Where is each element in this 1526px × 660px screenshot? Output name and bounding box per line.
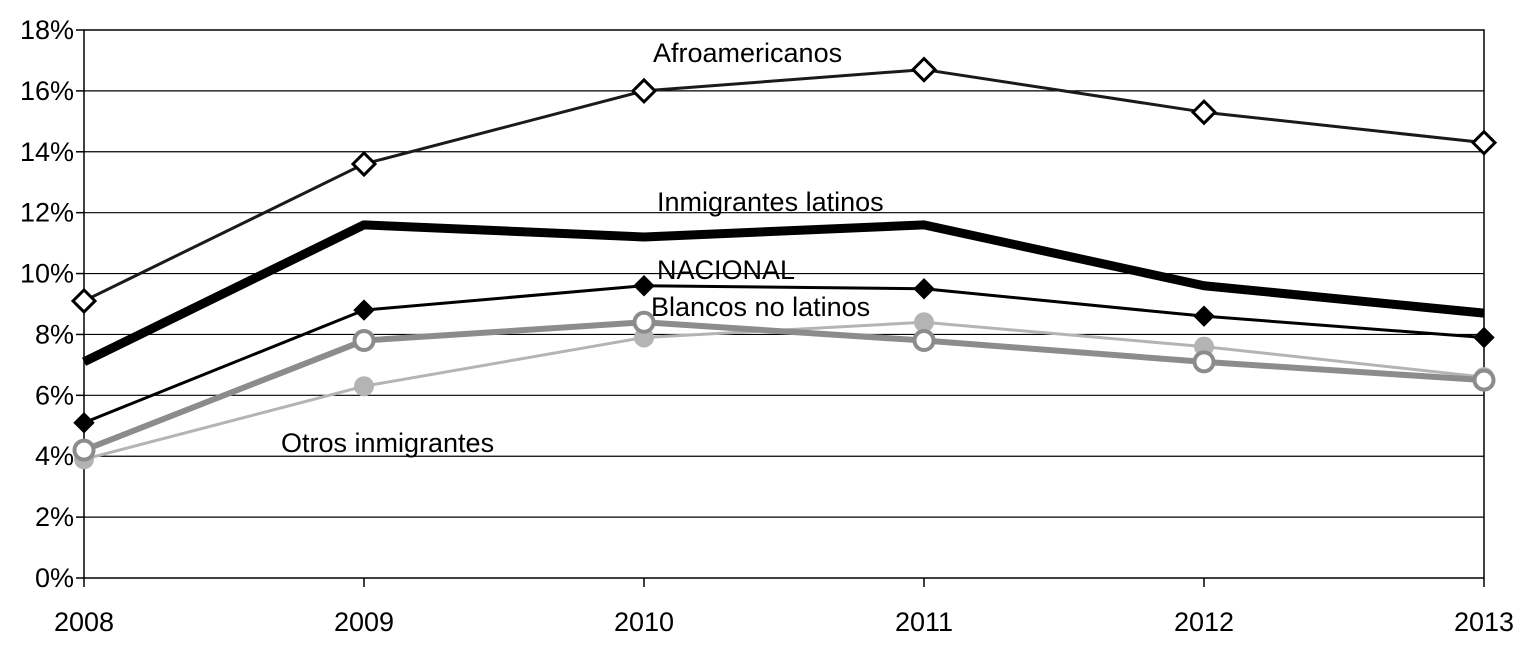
y-tick-label: 0% bbox=[35, 563, 74, 593]
point-afroamericanos bbox=[630, 77, 658, 105]
series-label-inmigrantes-latinos: Inmigrantes latinos bbox=[657, 187, 884, 217]
series-line-nacional bbox=[83, 284, 1485, 425]
series-label-blancos-no-latinos: Blancos no latinos bbox=[651, 292, 870, 322]
x-tick-label: 2009 bbox=[334, 607, 394, 637]
point-otros-inmigrantes bbox=[914, 312, 934, 333]
point-blancos-no-latinos bbox=[632, 310, 656, 334]
point-nacional bbox=[1473, 326, 1495, 349]
point-nacional bbox=[1193, 305, 1215, 327]
x-tick-label: 2013 bbox=[1454, 607, 1514, 637]
series-line-inmigrantes-latinos bbox=[82, 220, 1485, 366]
point-nacional bbox=[353, 299, 375, 321]
series-line-afroamericanos bbox=[83, 68, 1485, 303]
point-blancos-no-latinos bbox=[352, 329, 376, 353]
axis-layer: 0% 2% 4% 6% 8% 10% 12% 14% 16% 18% 2008 2009 2010 201… bbox=[20, 15, 1514, 637]
y-tick-label: 6% bbox=[35, 380, 74, 410]
point-otros-inmigrantes bbox=[354, 376, 374, 397]
y-tick-label: 8% bbox=[35, 319, 74, 349]
series-line-blancos-no-latinos bbox=[82, 319, 1485, 453]
point-afroamericanos bbox=[70, 287, 98, 315]
series-label-nacional: NACIONAL bbox=[657, 255, 795, 285]
point-blancos-no-latinos bbox=[1192, 350, 1216, 374]
series-labels: Afroamericanos Inmigrantes latinos NACIO… bbox=[281, 38, 884, 458]
point-nacional bbox=[913, 278, 935, 300]
y-tick-label: 2% bbox=[35, 502, 74, 532]
point-afroamericanos bbox=[350, 150, 378, 178]
point-afroamericanos bbox=[1470, 129, 1498, 156]
x-tick-label: 2010 bbox=[614, 607, 674, 637]
x-tick-label: 2012 bbox=[1174, 607, 1234, 637]
grid-layer bbox=[83, 29, 1485, 579]
y-tick-label: 12% bbox=[20, 198, 74, 228]
y-tick-label: 10% bbox=[20, 259, 74, 289]
point-blancos-no-latinos bbox=[1472, 368, 1496, 392]
point-blancos-no-latinos bbox=[912, 329, 936, 353]
point-blancos-no-latinos bbox=[72, 438, 96, 462]
point-nacional bbox=[633, 275, 655, 297]
series-markers bbox=[70, 56, 1498, 470]
x-tick-label: 2011 bbox=[895, 607, 953, 637]
point-afroamericanos bbox=[910, 56, 938, 83]
x-tick-label: 2008 bbox=[54, 607, 114, 637]
y-tick-label: 4% bbox=[35, 441, 74, 471]
point-afroamericanos bbox=[1190, 99, 1218, 126]
y-tick-label: 18% bbox=[20, 15, 74, 45]
series-lines bbox=[82, 68, 1485, 461]
point-nacional bbox=[73, 412, 95, 434]
y-tick-label: 16% bbox=[20, 76, 74, 106]
series-label-otros-inmigrantes: Otros inmigrantes bbox=[281, 428, 494, 458]
y-tick-label: 14% bbox=[20, 137, 74, 167]
series-label-afroamericanos: Afroamericanos bbox=[653, 38, 842, 68]
